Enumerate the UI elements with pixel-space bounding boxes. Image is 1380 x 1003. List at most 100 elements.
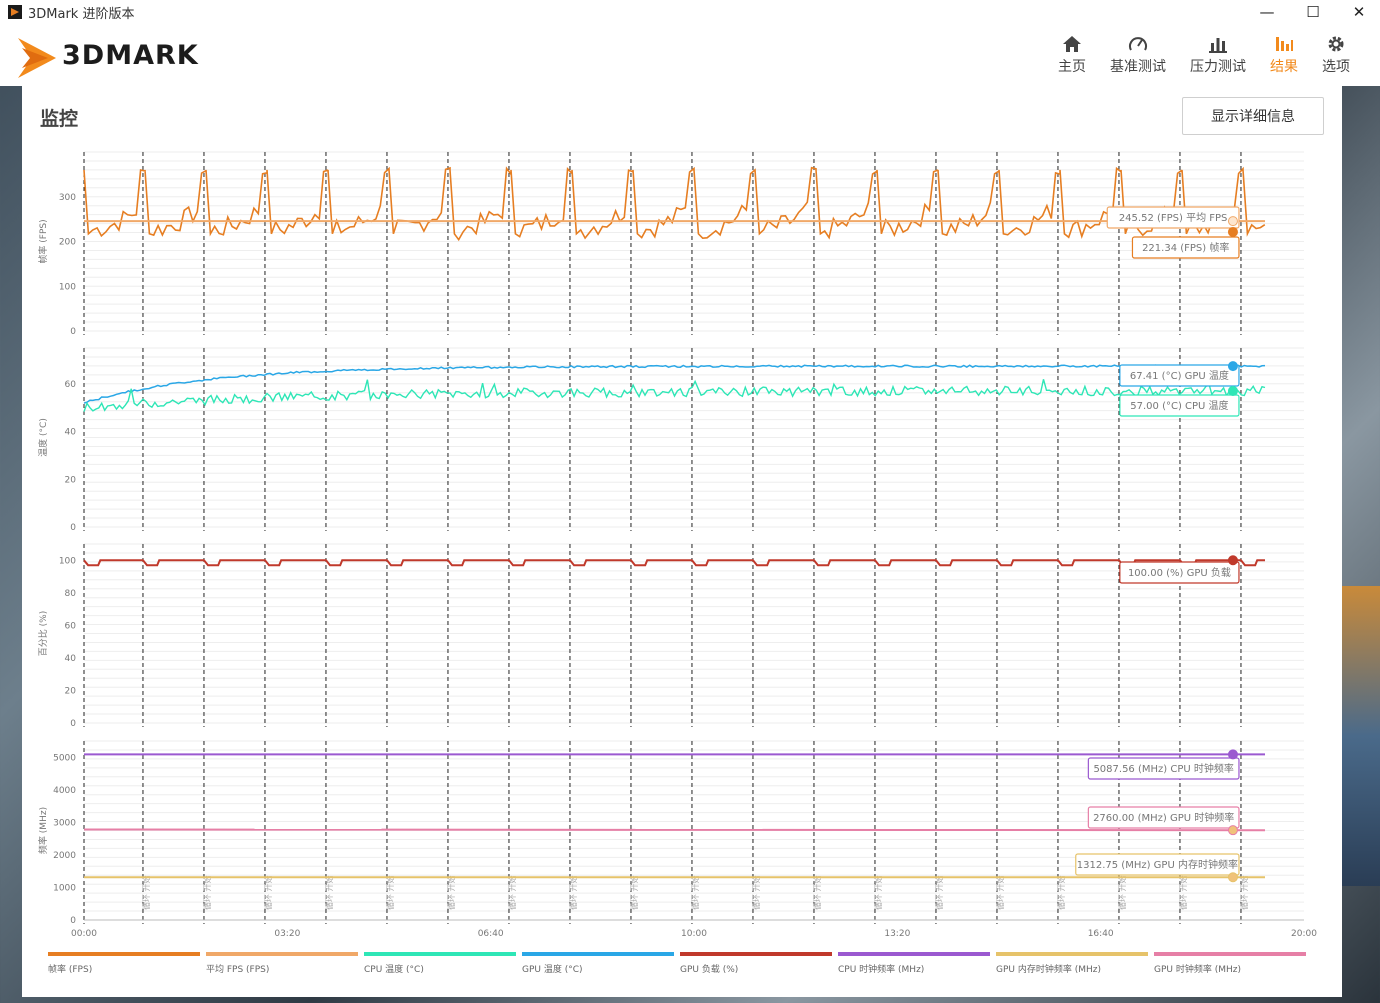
logo: 3DMARK — [18, 32, 199, 78]
value-callout-label: 245.52 (FPS) 平均 FPS — [1119, 212, 1228, 224]
app-icon — [8, 5, 22, 19]
y-tick-label: 200 — [59, 238, 76, 248]
y-tick-label: 40 — [65, 654, 77, 664]
y-axis-label: 帧率 (FPS) — [37, 219, 49, 263]
y-tick-label: 0 — [70, 523, 76, 533]
x-tick-label: 20:00 — [1291, 929, 1317, 939]
legend-item[interactable]: GPU 内存时钟频率 (MHz) — [996, 952, 1154, 975]
value-callout-box — [1119, 394, 1240, 417]
value-callout-dot — [1227, 385, 1238, 396]
value-callout-label: 1312.75 (MHz) GPU 内存时钟频率 — [1077, 858, 1238, 871]
legend-swatch — [996, 952, 1148, 956]
logo-icon — [18, 38, 56, 78]
nav-home[interactable]: 主页 — [1058, 32, 1086, 76]
cpu-temp-series-line — [83, 379, 1266, 412]
legend-label: GPU 内存时钟频率 (MHz) — [996, 965, 1101, 975]
legend-swatch — [838, 952, 990, 956]
y-tick-label: 0 — [70, 719, 76, 729]
show-details-button[interactable]: 显示详细信息 — [1182, 97, 1324, 135]
nav-results-label: 结果 — [1270, 59, 1298, 75]
loop-start-label: 循环 开始 — [324, 875, 334, 910]
monitoring-panel: 监控 显示详细信息 0 100 200 300 帧率 (FPS) 0 20 40 60 温度 (°… — [22, 86, 1342, 997]
nav-benchmarks[interactable]: 基准测试 — [1110, 32, 1166, 76]
y-axis-label: 温度 (°C) — [37, 418, 49, 457]
legend-item[interactable]: GPU 时钟频率 (MHz) — [1154, 952, 1312, 975]
loop-start-label: 循环 开始 — [202, 875, 212, 910]
close-button[interactable]: ✕ — [1352, 3, 1366, 21]
legend-item[interactable]: CPU 时钟频率 (MHz) — [838, 952, 996, 975]
legend-item[interactable]: GPU 温度 (°C) — [522, 952, 680, 975]
y-tick-label: 300 — [59, 193, 76, 203]
legend-label: GPU 负载 (%) — [680, 965, 739, 975]
y-tick-label: 0 — [70, 327, 76, 337]
y-tick-label: 100 — [59, 282, 76, 292]
minimize-button[interactable]: — — [1259, 3, 1275, 21]
y-tick-label: 60 — [65, 380, 77, 390]
x-tick-label: 06:40 — [478, 929, 504, 939]
loop-start-label: 循环 开始 — [1239, 875, 1249, 910]
loop-start-label: 循环 开始 — [263, 875, 273, 910]
value-callout-label: 67.41 (°C) GPU 温度 — [1130, 369, 1229, 382]
value-callout-dot — [1227, 872, 1238, 883]
value-callout-box — [1119, 561, 1240, 584]
legend-item[interactable]: 帧率 (FPS) — [48, 952, 206, 975]
loop-start-label: 循环 开始 — [1117, 875, 1127, 910]
nav-home-label: 主页 — [1058, 59, 1086, 75]
nav-options[interactable]: 选项 — [1322, 32, 1350, 76]
x-tick-label: 16:40 — [1088, 929, 1114, 939]
page-title: 监控 — [40, 108, 79, 130]
loop-start-label: 循环 开始 — [934, 875, 944, 910]
legend-swatch — [48, 952, 200, 956]
legend-item[interactable]: CPU 温度 (°C) — [364, 952, 522, 975]
nav-stress-tests[interactable]: 压力测试 — [1190, 32, 1246, 76]
window-titlebar: 3DMark 进阶版本 — ☐ ✕ — [0, 0, 1380, 24]
results-icon — [1276, 37, 1293, 51]
legend-item[interactable]: 平均 FPS (FPS) — [206, 952, 364, 975]
x-tick-label: 03:20 — [274, 929, 300, 939]
value-callout-box — [1119, 364, 1240, 387]
loop-start-label: 循环 开始 — [568, 875, 578, 910]
x-tick-label: 10:00 — [681, 929, 707, 939]
loop-start-label: 循环 开始 — [141, 875, 151, 910]
value-callout-box — [1087, 806, 1240, 829]
loop-start-label: 循环 开始 — [1178, 875, 1188, 910]
y-tick-label: 40 — [65, 428, 77, 438]
loop-start-label: 循环 开始 — [812, 875, 822, 910]
x-tick-label: 13:20 — [884, 929, 910, 939]
legend-swatch — [1154, 952, 1306, 956]
legend-label: GPU 时钟频率 (MHz) — [1154, 965, 1241, 975]
value-callout-dot — [1227, 825, 1238, 836]
nav-results[interactable]: 结果 — [1270, 32, 1298, 76]
nav-benchmarks-label: 基准测试 — [1110, 59, 1166, 75]
y-tick-label: 0 — [70, 916, 76, 926]
loop-start-label: 循环 开始 — [873, 875, 883, 910]
value-callout-box — [1087, 757, 1240, 780]
app-header: 3DMARK 主页 基准测试 压力测试 结果 选项 — [0, 24, 1380, 86]
legend-label: GPU 温度 (°C) — [522, 965, 583, 975]
y-axis-label: 频率 (MHz) — [37, 807, 49, 854]
y-tick-label: 80 — [65, 589, 77, 599]
value-callout-box — [1106, 206, 1240, 229]
maximize-button[interactable]: ☐ — [1306, 3, 1320, 21]
y-tick-label: 100 — [59, 556, 76, 566]
loop-start-label: 循环 开始 — [1056, 875, 1066, 910]
y-tick-label: 5000 — [53, 753, 76, 763]
loop-start-label: 循环 开始 — [507, 875, 517, 910]
y-tick-label: 1000 — [53, 883, 76, 893]
legend-item[interactable]: GPU 负载 (%) — [680, 952, 838, 975]
legend-swatch — [522, 952, 674, 956]
y-tick-label: 4000 — [53, 786, 76, 796]
monitoring-chart: 0 100 200 300 帧率 (FPS) 0 20 40 60 温度 (°C) 0 20 40 60 8… — [37, 151, 1317, 939]
main-nav: 主页 基准测试 压力测试 结果 选项 — [1034, 32, 1350, 76]
value-callout-label: 2760.00 (MHz) GPU 时钟频率 — [1093, 811, 1234, 824]
y-tick-label: 20 — [65, 686, 77, 696]
legend-swatch — [206, 952, 358, 956]
y-tick-label: 2000 — [53, 851, 76, 861]
nav-stress-tests-label: 压力测试 — [1190, 59, 1246, 75]
y-tick-label: 60 — [65, 621, 77, 631]
value-callout-box — [1131, 236, 1240, 259]
value-callout-dot — [1227, 216, 1238, 227]
loop-start-label: 循环 开始 — [690, 875, 700, 910]
gear-icon — [1328, 36, 1344, 52]
value-callout-dot — [1227, 226, 1238, 237]
